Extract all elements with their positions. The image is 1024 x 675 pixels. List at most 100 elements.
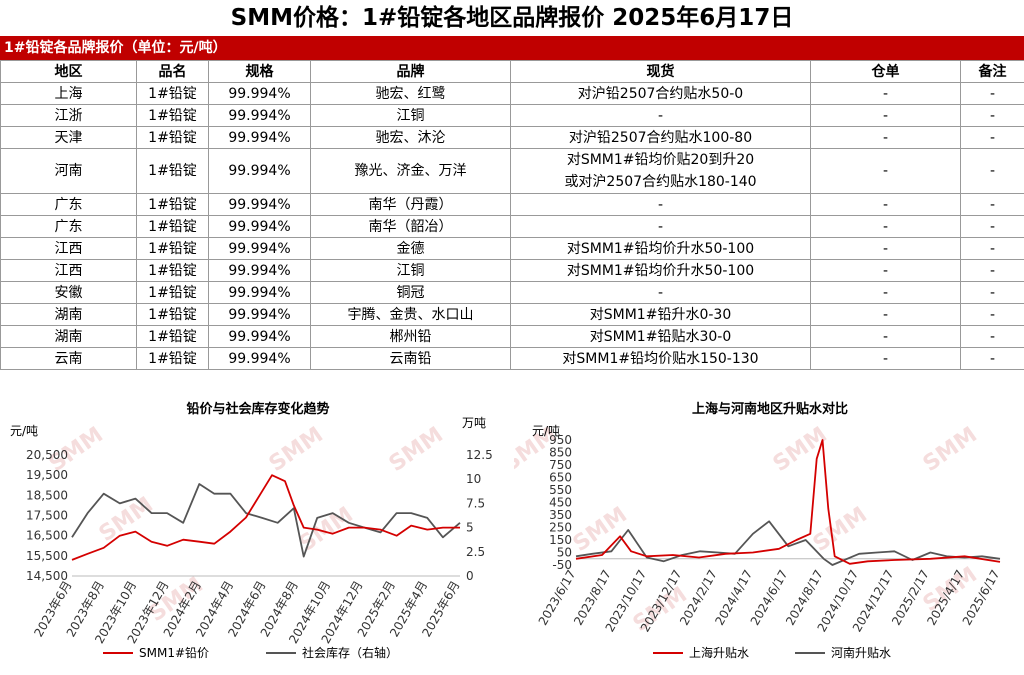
watermark: SMM [265,422,328,477]
table-cell: 云南 [0,347,137,370]
table-cell: - [960,215,1024,238]
table-cell: 对SMM1#铅升水0-30 [510,303,811,326]
table-cell: 湖南 [0,303,137,326]
table-cell: - [810,281,961,304]
y2-tick-label: 10 [466,472,481,486]
table-cell: 云南铅 [310,347,511,370]
y-tick-label: 15,500 [26,549,68,563]
table-cell: - [960,325,1024,348]
y-tick-label: 750 [549,458,572,472]
table-cell: - [960,281,1024,304]
table-cell: 99.994% [208,82,311,105]
y2-tick-label: 5 [466,521,474,535]
table-row: 河南 1#铅锭 99.994% 豫光、济金、万洋 对SMM1#铅均价贴20到升20 或对沪… [0,148,1024,194]
table-header-row: 地区 品名 规格 品牌 现货 仓单 备注 [0,60,1024,83]
chart-title: 上海与河南地区升贴水对比 [692,401,848,417]
series-line [575,439,1001,565]
table-body: 上海 1#铅锭 99.994% 驰宏、红鹭 对沪铅2507合约贴水50-0- - 江浙 1#铅… [0,82,1024,370]
table-cell: - [810,303,961,326]
table-cell: 99.994% [208,347,311,370]
table-cell: 安徽 [0,281,137,304]
y-tick-label: 350 [549,508,572,522]
y2-tick-label: 2.5 [466,545,485,559]
watermark: SMM [769,422,832,477]
table-cell: 99.994% [208,259,311,282]
table-cell: - [960,148,1024,194]
table-cell: 1#铅锭 [136,104,209,127]
y-tick-label: 18,500 [26,488,68,502]
table-cell: 99.994% [208,126,311,149]
table-cell: - [810,347,961,370]
table-cell: 对沪铅2507合约贴水50-0 [510,82,811,105]
table-cell: - [960,82,1024,105]
table-cell: - [810,82,961,105]
table-cell: - [960,193,1024,216]
y2-tick-label: 0 [466,569,474,583]
table-cell: 1#铅锭 [136,325,209,348]
table-cell: 广东 [0,215,137,238]
y-tick-label: 650 [549,471,572,485]
table-cell: 99.994% [208,303,311,326]
table-cell: - [510,281,811,304]
y-axis-label: 元/吨 [532,424,560,438]
table-cell: 1#铅锭 [136,347,209,370]
table-cell: - [810,126,961,149]
table-cell: - [510,193,811,216]
y-tick-label: 20,500 [26,448,68,462]
watermark: SMM [385,422,448,477]
table-cell: 99.994% [208,148,311,194]
column-header: 品名 [136,60,209,83]
table-cell: - [510,104,811,127]
legend-label: 上海升贴水 [689,645,749,660]
table-cell: 河南 [0,148,137,194]
table-banner: 1#铅锭各品牌报价（单位：元/吨） [0,36,1024,60]
table-cell: 对SMM1#铅贴水30-0 [510,325,811,348]
table-row: 湖南 1#铅锭 99.994% 郴州铅 对SMM1#铅贴水30-0- - [0,325,1024,348]
y-tick-label: 550 [549,483,572,497]
table-cell: 对SMM1#铅均价贴水150-130 [510,347,811,370]
table-cell: 豫光、济金、万洋 [310,148,511,194]
watermark: SMM [809,502,872,557]
chart-title: 铅价与社会库存变化趋势 [186,401,329,417]
watermark: SMM [569,502,632,557]
y-tick-label: -50 [552,558,572,572]
column-header: 规格 [208,60,311,83]
y-tick-label: 16,500 [26,529,68,543]
premium-comparison-chart: SMMSMMSMMSMMSMMSMMSMM上海与河南地区升贴水对比元/吨9508… [514,401,1003,660]
table-row: 江西 1#铅锭 99.994% 金德 对SMM1#铅均价升水50-100- - [0,237,1024,260]
table-cell: 金德 [310,237,511,260]
table-cell: - [960,259,1024,282]
table-cell: 1#铅锭 [136,237,209,260]
series-line [71,474,460,561]
y-tick-label: 150 [549,533,572,547]
table-cell: - [960,347,1024,370]
table-cell: 湖南 [0,325,137,348]
table-cell: 上海 [0,82,137,105]
table-cell: 1#铅锭 [136,193,209,216]
table-cell: 对SMM1#铅均价升水50-100 [510,237,811,260]
legend-label: 社会库存（右轴） [302,645,398,660]
y2-tick-label: 12.5 [466,448,493,462]
table-cell: 1#铅锭 [136,148,209,194]
table-row: 湖南 1#铅锭 99.994% 宇腾、金贵、水口山 对SMM1#铅升水0-30- - [0,303,1024,326]
y-tick-label: 950 [549,433,572,447]
table-cell: 99.994% [208,215,311,238]
table-cell: 江铜 [310,104,511,127]
table-row: 云南 1#铅锭 99.994% 云南铅 对SMM1#铅均价贴水150-130- - [0,347,1024,370]
table-cell: - [510,215,811,238]
table-row: 广东 1#铅锭 99.994% 南华（韶冶） - - - [0,215,1024,238]
column-header: 仓单 [810,60,961,83]
table-row: 江浙 1#铅锭 99.994% 江铜 - - - [0,104,1024,127]
table-cell: 99.994% [208,281,311,304]
y-tick-label: 50 [557,546,572,560]
table-cell: 1#铅锭 [136,259,209,282]
table-row: 江西 1#铅锭 99.994% 江铜 对SMM1#铅均价升水50-100- - [0,259,1024,282]
y-tick-label: 250 [549,521,572,535]
table-cell: 1#铅锭 [136,303,209,326]
table-cell: - [810,325,961,348]
table-cell: 宇腾、金贵、水口山 [310,303,511,326]
page-title: SMM价格：1#铅锭各地区品牌报价 2025年6月17日 [230,5,794,31]
table-row: 上海 1#铅锭 99.994% 驰宏、红鹭 对沪铅2507合约贴水50-0- - [0,82,1024,105]
table-cell: 99.994% [208,193,311,216]
series-line [575,520,1001,566]
